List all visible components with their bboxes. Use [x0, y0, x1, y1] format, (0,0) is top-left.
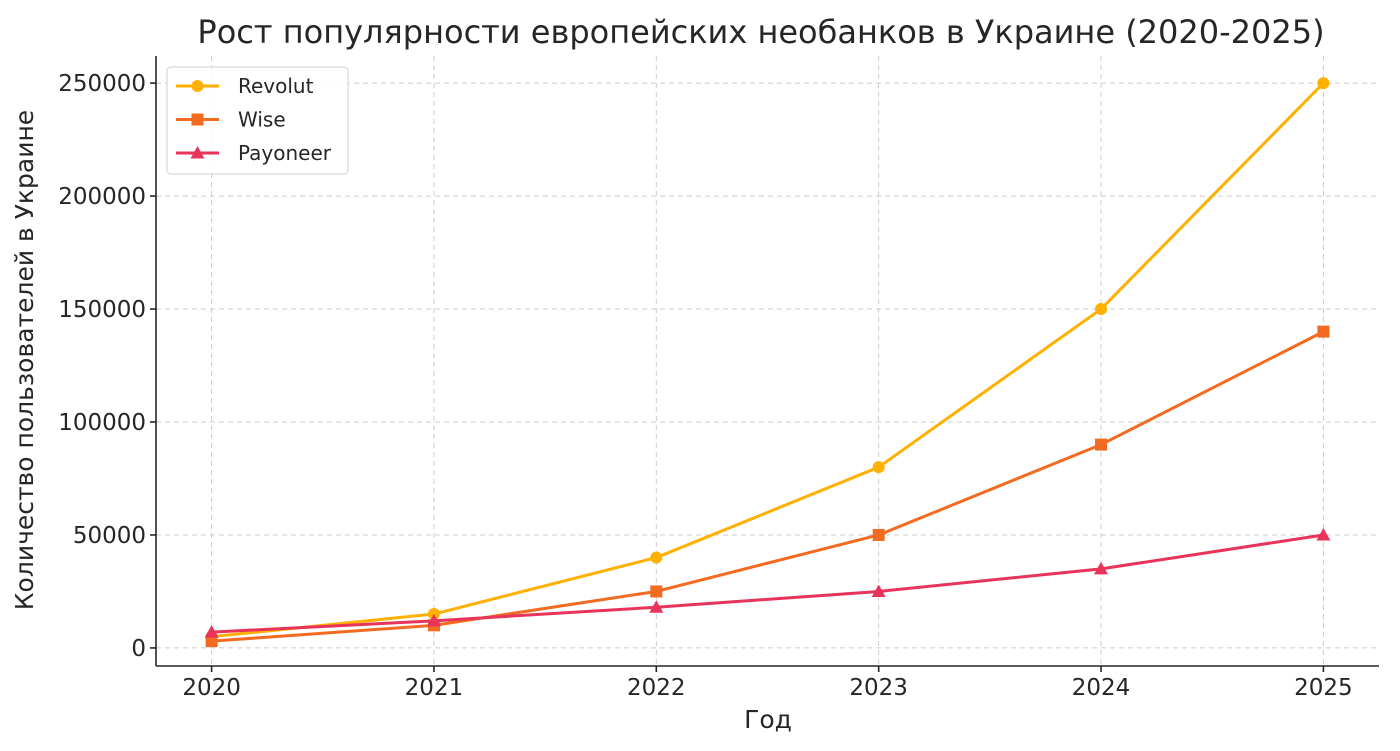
legend-label: Payoneer: [238, 141, 332, 165]
x-tick-label: 2022: [627, 675, 686, 701]
legend-label: Wise: [238, 108, 286, 132]
legend-item-wise: Wise: [176, 108, 286, 132]
data-point-payoneer: [1094, 561, 1109, 575]
data-point-payoneer: [426, 613, 441, 627]
data-point-revolut: [650, 551, 663, 564]
series-line-revolut: [210, 81, 1325, 639]
x-tick-label: 2020: [182, 675, 241, 701]
y-tick-label: 200000: [58, 184, 146, 210]
data-point-payoneer: [649, 600, 664, 613]
data-point-wise: [650, 585, 663, 598]
y-tick-label: 50000: [73, 523, 146, 549]
x-axis-label: Год: [744, 705, 792, 734]
legend: Revolut Wise Payoneer: [166, 66, 349, 175]
series-payoneer: [204, 527, 1331, 638]
data-point-payoneer: [871, 584, 886, 597]
series-revolut: [205, 77, 1330, 643]
y-tick-label: 0: [131, 636, 146, 662]
data-point-payoneer: [1316, 527, 1331, 541]
legend-item-revolut: Revolut: [176, 74, 314, 98]
x-tick-label: 2024: [1072, 675, 1131, 701]
legend-label: Revolut: [238, 74, 314, 98]
series-line-payoneer: [210, 533, 1325, 634]
data-point-revolut: [872, 461, 885, 474]
data-point-wise: [1095, 438, 1108, 451]
y-tick-label: 150000: [58, 297, 146, 323]
data-point-revolut: [1095, 303, 1108, 316]
legend-marker: [191, 80, 204, 92]
x-tick-label: 2021: [405, 675, 464, 701]
y-tick-label: 250000: [58, 71, 146, 97]
x-tick-label: 2023: [849, 675, 908, 701]
y-axis-label: Количество пользователей в Украине: [10, 110, 39, 610]
data-point-wise: [872, 528, 885, 541]
series-line-wise: [210, 330, 1325, 643]
y-tick-label: 100000: [58, 410, 146, 436]
data-point-revolut: [1317, 77, 1330, 90]
data-point-wise: [1317, 325, 1330, 338]
data-point-payoneer: [204, 625, 219, 638]
x-tick-label: 2025: [1294, 675, 1353, 701]
series-layer: [204, 77, 1331, 648]
legend-item-payoneer: Payoneer: [176, 141, 332, 165]
legend-box: [166, 66, 349, 175]
legend-marker: [190, 146, 205, 159]
data-point-wise: [205, 635, 218, 648]
chart-title: Рост популярности европейских необанков …: [197, 13, 1324, 51]
legend-marker: [191, 113, 204, 126]
axes-layer: 2020 2021 2022 2023 2024 2025 0 50000 100000 1500…: [58, 56, 1379, 701]
